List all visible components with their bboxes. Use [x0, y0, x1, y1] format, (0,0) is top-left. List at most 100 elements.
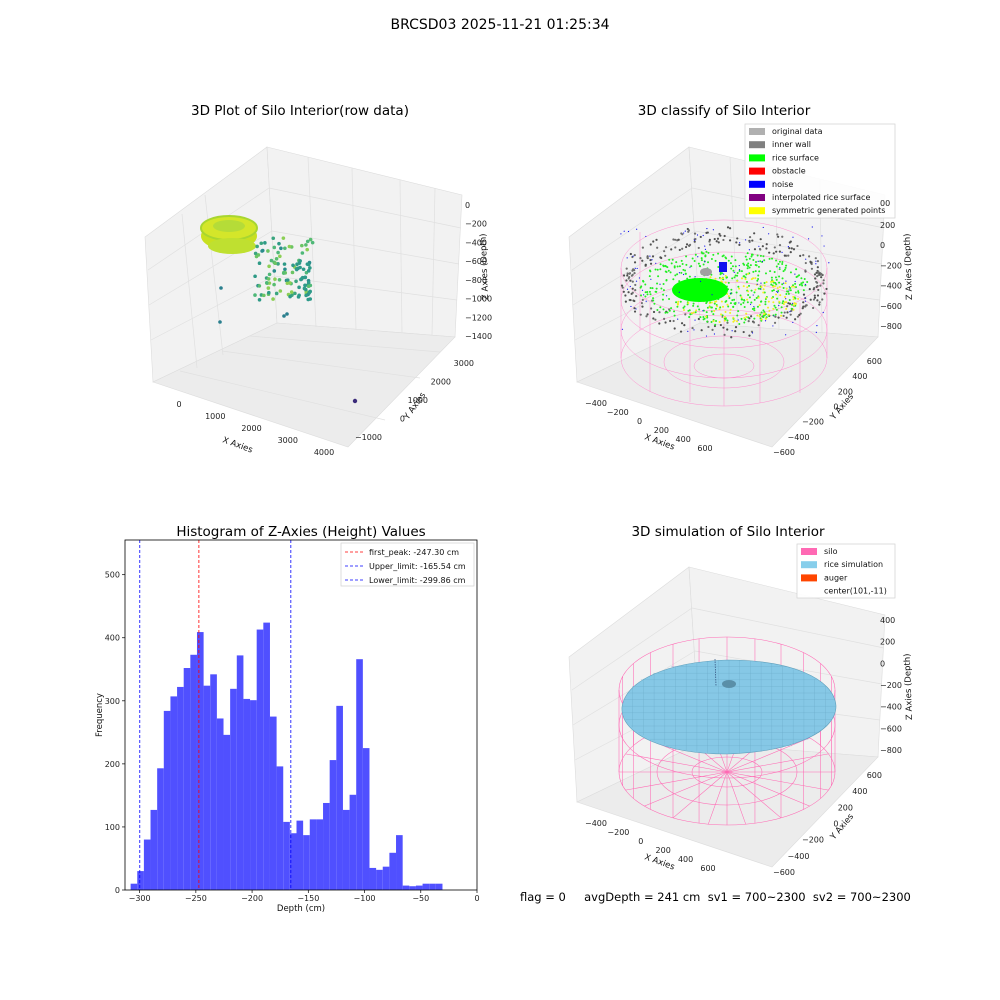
histogram-bar	[289, 833, 297, 890]
raw-xtick-label: 0	[176, 400, 181, 409]
legend-label: rice simulation	[824, 560, 883, 569]
sim-ytick-label: 600	[867, 771, 882, 780]
cls-ytick-label: 600	[867, 357, 882, 366]
histogram-bar	[163, 710, 171, 890]
cls-ztick-label: 200	[880, 221, 895, 230]
histogram-bar	[157, 768, 164, 890]
raw-3d-plot[interactable]: 01000200030004000−100001000200030000−200…	[130, 130, 500, 470]
raw-ztick-label: −1400	[465, 332, 492, 341]
histogram-bar	[396, 835, 403, 890]
cls-ytick-label: 400	[852, 372, 867, 381]
sim-xtick-label: 200	[656, 846, 671, 855]
figure-title: BRCSD03 2025-11-21 01:25:34	[390, 17, 610, 33]
sim-ztick-label: 200	[880, 638, 895, 647]
raw-xtick-label: 2000	[241, 424, 261, 433]
histogram-bars	[130, 622, 443, 890]
sim-ztick-label: −200	[880, 681, 902, 690]
histogram-xtick-label: −300	[129, 894, 151, 903]
histogram-bar	[236, 655, 244, 890]
histogram-bar	[263, 622, 270, 890]
raw-outlier-point	[352, 398, 358, 404]
histogram-ytick-label: 100	[105, 823, 120, 832]
histogram-chart[interactable]: −300 −250 −200 −150 −100 −50 0 0 100 200 300 400 50…	[85, 535, 490, 920]
histogram-vlines	[139, 540, 292, 890]
legend-label: silo	[824, 547, 838, 556]
legend-label: original data	[772, 127, 823, 136]
histogram-bar	[143, 839, 151, 890]
cls-ztick-label: −800	[880, 322, 902, 331]
histogram-bar	[323, 802, 330, 890]
cls-ytick-label: −200	[802, 418, 824, 427]
histogram-bar	[429, 883, 436, 890]
histogram-xtick-label: −200	[241, 894, 263, 903]
sim-xtick-label: 400	[678, 855, 693, 864]
cls-ztick-label: −400	[880, 282, 902, 291]
cls-xtick-label: 600	[697, 444, 712, 453]
histogram-bar	[316, 819, 324, 890]
histogram-xtick-label: 0	[474, 894, 479, 903]
histogram-xtick-label: −50	[412, 894, 429, 903]
histogram-legend-label: Upper_limit: -165.54 cm	[369, 562, 466, 571]
classify-ztick-top-partial: 00	[880, 199, 890, 208]
legend-label: inner wall	[772, 140, 811, 149]
histogram-bar	[382, 866, 390, 890]
histogram-bar	[250, 700, 257, 890]
histogram-bar	[269, 716, 277, 890]
legend-label: interpolated rice surface	[772, 193, 870, 202]
sim-xtick-label: 600	[700, 864, 715, 873]
sim-ytick-label: −400	[788, 852, 810, 861]
classify-zlabel: Z Axies (Depth)	[903, 233, 915, 300]
histogram-legend-label: first_peak: -247.30 cm	[369, 548, 459, 557]
status-footer: flag = 0 avgDepth = 241 cm sv1 = 700~230…	[520, 890, 911, 904]
classify-silo-wireframe	[620, 219, 828, 407]
histogram-legend: first_peak: -247.30 cm Upper_limit: -165.…	[340, 542, 475, 587]
legend-label: auger	[824, 573, 848, 582]
classify-3d-plot[interactable]: original data inner wall rice surface obsta…	[555, 120, 915, 465]
histogram-bar	[362, 748, 370, 890]
histogram-bar	[356, 659, 363, 890]
cls-xtick-label: −400	[585, 399, 607, 408]
histogram-bar	[342, 809, 350, 890]
sim-ztick-label: −400	[880, 703, 902, 712]
cls-ztick-label: −200	[880, 261, 902, 270]
raw-zlabel: Z Axies (Depth)	[479, 233, 491, 300]
sim-xlabel: X Axies	[643, 852, 676, 872]
sim-ytick-label: 400	[852, 787, 867, 796]
raw-ytick-label: 1000	[408, 396, 428, 405]
histogram-bar	[223, 734, 231, 890]
histogram-bar	[296, 820, 304, 890]
legend-label: symmetric generated points	[772, 206, 885, 215]
sim-rice-surface	[621, 659, 837, 755]
histogram-yticks: 0 100 200 300 400 500	[105, 571, 125, 895]
histogram-bar	[415, 885, 423, 890]
histogram-bar	[243, 698, 251, 890]
raw-ztick-label: −1000	[465, 295, 492, 304]
cls-xtick-label: 0	[637, 417, 642, 426]
raw-ztick-label: −400	[465, 238, 487, 247]
histogram-bar	[369, 867, 377, 890]
raw-ztick-label: −200	[465, 220, 487, 229]
histogram-bar	[196, 632, 204, 890]
histogram-title: Histogram of Z-Axies (Height) Values	[176, 524, 426, 540]
histogram-bar	[190, 654, 197, 890]
sim-ylabel: Y Axies	[828, 812, 856, 843]
sim-auger	[714, 658, 717, 687]
cls-xtick-label: 400	[676, 435, 691, 444]
histogram-bar	[276, 766, 284, 890]
cls-ztick-label: −600	[880, 302, 902, 311]
legend-label: noise	[772, 180, 793, 189]
cls-xtick-label: −200	[607, 408, 629, 417]
sim-ytick-label: −600	[773, 868, 795, 877]
sim-ytick-label: 200	[838, 803, 853, 812]
raw-ztick-label: −600	[465, 257, 487, 266]
histogram-bar	[435, 883, 443, 890]
histogram-bar	[170, 696, 178, 890]
histogram-ytick-label: 400	[105, 634, 120, 643]
histogram-bar	[329, 760, 337, 890]
raw-xtick-label: 3000	[278, 436, 298, 445]
histogram-bar	[402, 885, 410, 890]
histogram-ytick-label: 300	[105, 697, 120, 706]
raw-xtick-label: 4000	[314, 448, 334, 457]
histogram-bar	[256, 629, 264, 890]
